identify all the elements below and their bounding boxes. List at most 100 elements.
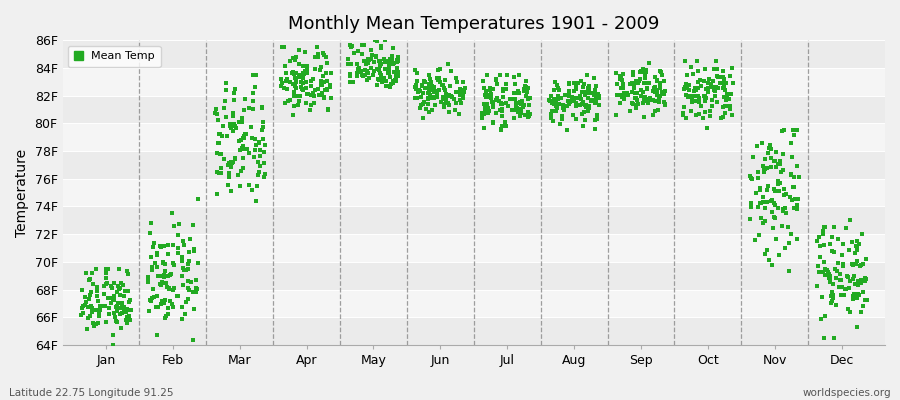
Point xyxy=(440,93,454,99)
Point xyxy=(119,306,133,312)
Point xyxy=(839,286,853,292)
Point xyxy=(518,82,532,89)
Point xyxy=(825,291,840,298)
Point xyxy=(223,125,238,132)
Point xyxy=(247,154,261,160)
Point xyxy=(832,284,847,290)
Point xyxy=(378,37,392,43)
Point xyxy=(320,87,335,93)
Point xyxy=(776,208,790,214)
Point xyxy=(652,68,667,74)
Point xyxy=(418,99,432,106)
Point xyxy=(513,99,527,105)
Point xyxy=(227,120,241,127)
Point xyxy=(274,44,289,50)
Point xyxy=(851,241,866,248)
Point xyxy=(760,187,774,194)
Point xyxy=(166,304,180,310)
Point xyxy=(319,70,333,76)
Point xyxy=(655,72,670,78)
Point xyxy=(161,310,176,317)
Point xyxy=(589,90,603,97)
Point xyxy=(823,272,837,279)
Point xyxy=(274,83,289,89)
Point xyxy=(428,89,442,96)
Point xyxy=(113,305,128,312)
Point xyxy=(821,269,835,275)
Point xyxy=(286,80,301,87)
Point xyxy=(777,127,791,133)
Point xyxy=(421,72,436,78)
Point xyxy=(145,294,159,301)
Point xyxy=(369,54,383,60)
Point xyxy=(498,119,512,126)
Point xyxy=(677,104,691,110)
Point xyxy=(437,96,452,102)
Point xyxy=(512,106,526,112)
Point xyxy=(212,130,227,137)
Point xyxy=(436,85,451,91)
Point xyxy=(769,235,783,242)
Point xyxy=(582,82,597,89)
Point xyxy=(573,96,588,102)
Point xyxy=(105,295,120,302)
Point xyxy=(477,111,491,117)
Point xyxy=(380,83,394,90)
Point xyxy=(346,50,361,56)
Point xyxy=(710,84,724,91)
Point xyxy=(723,72,737,79)
Point xyxy=(824,289,839,296)
Point xyxy=(191,259,205,266)
Point xyxy=(421,100,436,107)
Point xyxy=(613,100,627,106)
Point xyxy=(744,175,759,181)
Point xyxy=(845,261,859,267)
Point xyxy=(313,67,328,74)
Point xyxy=(212,130,227,137)
Point xyxy=(238,146,252,152)
Point xyxy=(154,301,168,308)
Point xyxy=(687,93,701,99)
Point xyxy=(768,215,782,221)
Point xyxy=(158,297,173,303)
Point xyxy=(341,60,356,67)
Point xyxy=(569,116,583,123)
Point xyxy=(553,101,567,107)
Point xyxy=(756,194,770,200)
Point xyxy=(580,102,594,108)
Point xyxy=(323,82,338,88)
Point xyxy=(110,319,124,325)
Point xyxy=(567,88,581,94)
Point xyxy=(518,86,532,92)
Point xyxy=(654,69,669,75)
Point xyxy=(356,42,371,48)
Point xyxy=(300,67,314,74)
Point xyxy=(122,297,137,303)
Point xyxy=(626,72,641,78)
Point xyxy=(682,82,697,89)
Point xyxy=(652,81,667,87)
Point xyxy=(85,305,99,312)
Point xyxy=(122,299,137,306)
Point xyxy=(409,86,423,92)
Point xyxy=(686,70,700,77)
Point xyxy=(685,99,699,106)
Point xyxy=(417,78,431,84)
Point xyxy=(453,97,467,104)
Point xyxy=(516,104,530,110)
Point xyxy=(85,309,99,316)
Point xyxy=(697,93,711,100)
Point xyxy=(585,97,599,103)
Point xyxy=(780,224,795,230)
Point xyxy=(620,91,634,98)
Point xyxy=(295,86,310,93)
Point xyxy=(692,77,706,84)
Point xyxy=(850,295,864,302)
Point xyxy=(853,279,868,286)
Point xyxy=(374,72,388,78)
Point xyxy=(320,78,334,84)
Point xyxy=(719,91,733,97)
Point xyxy=(716,84,731,90)
Point xyxy=(708,93,723,99)
Point xyxy=(167,284,182,291)
